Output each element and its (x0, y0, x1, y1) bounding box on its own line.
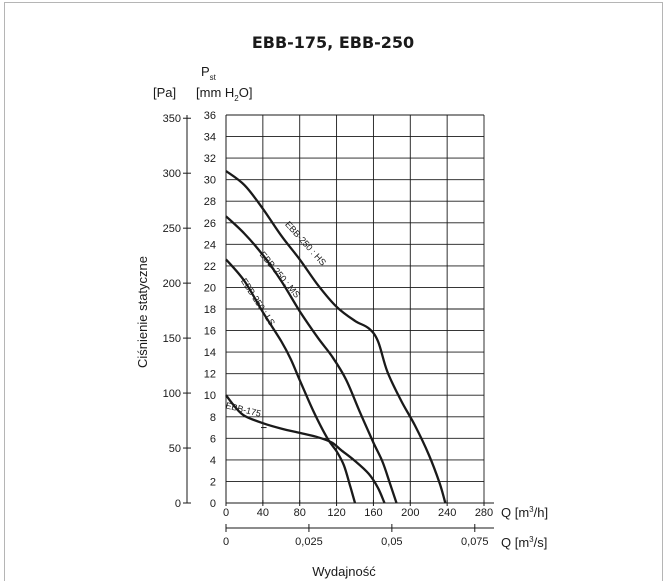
series-line-ebb-250-hs (225, 170, 447, 504)
y-tick-label: 30 (204, 175, 216, 187)
x-tick-label: 40 (257, 507, 269, 519)
y-tick-label: 20 (204, 282, 216, 294)
pa-tick-label: 50 (169, 443, 181, 455)
y-tick-label: 4 (210, 455, 216, 467)
y-tick-label: 22 (204, 261, 216, 273)
y-tick-label: 16 (204, 326, 216, 338)
chart-title: EBB-175, EBB-250 (252, 33, 414, 52)
x2-tick-label: 0,025 (295, 536, 323, 548)
y-tick-label: 12 (204, 369, 216, 381)
y-tick-label: 18 (204, 304, 216, 316)
mm-h2o-unit-label: [mm H2O] (196, 85, 252, 103)
x-tick-label: 80 (294, 507, 306, 519)
axes (183, 115, 494, 532)
curve-label: EBB-250 : MS (258, 250, 302, 300)
y-tick-label: 26 (204, 218, 216, 230)
x-tick-label: 0 (223, 507, 229, 519)
pa-tick-label: 150 (163, 333, 181, 345)
curve-label: EBB-250 : LS (239, 276, 277, 327)
x-tick-label: 160 (364, 507, 382, 519)
grid (225, 114, 485, 503)
y-tick-label: 14 (204, 347, 216, 359)
x2-tick-label: 0 (223, 536, 229, 548)
pa-tick-label: 200 (163, 278, 181, 290)
y-tick-label: 0 (210, 498, 216, 510)
pa-tick-label: 300 (163, 168, 181, 180)
y-tick-label: 34 (204, 132, 216, 144)
x-tick-label: 280 (475, 507, 493, 519)
pa-tick-label: 0 (175, 498, 181, 510)
y-tick-label: 32 (204, 153, 216, 165)
x-unit-m3s: Q [m3/s] (501, 535, 547, 550)
pressure-symbol: Pst (201, 64, 217, 82)
series-line-ebb-250-ls (225, 258, 357, 504)
x-tick-label: 120 (327, 507, 345, 519)
series-line-ebb-175 (225, 394, 386, 504)
y-axis-title: Ciśnienie statyczne (135, 256, 150, 368)
series-curves (225, 170, 447, 504)
pa-tick-label: 100 (163, 388, 181, 400)
chart-frame (4, 2, 663, 581)
y-tick-label: 10 (204, 390, 216, 402)
y-tick-label: 8 (210, 412, 216, 424)
y-tick-label: 6 (210, 433, 216, 445)
x-tick-label: 200 (401, 507, 419, 519)
x-unit-m3h: Q [m3/h] (501, 505, 548, 520)
series-line-ebb-250-ms (225, 215, 398, 504)
pa-tick-label: 250 (163, 223, 181, 235)
curve-label: EBB-250 : HS (283, 219, 328, 267)
tick-labels: 0 40 80 120 160 200 240 28002468101214161820222… (163, 110, 494, 548)
y-tick-label: 24 (204, 239, 216, 251)
y-tick-label: 2 (210, 476, 216, 488)
x-axis-title: Wydajność (312, 564, 376, 579)
x2-tick-label: 0,05 (381, 536, 402, 548)
pa-tick-label: 350 (163, 113, 181, 125)
x-tick-label: 240 (438, 507, 456, 519)
y-tick-label: 28 (204, 196, 216, 208)
pa-unit-label: [Pa] (153, 85, 176, 100)
y-tick-label: 36 (204, 110, 216, 122)
x2-tick-label: 0,075 (461, 536, 489, 548)
